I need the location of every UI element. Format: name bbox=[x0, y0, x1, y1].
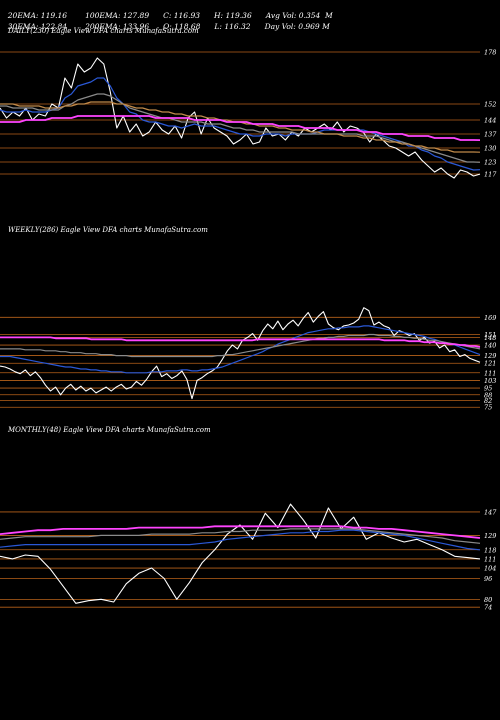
monthly-series-price bbox=[0, 503, 481, 604]
monthly-tick-label-4: 104 bbox=[484, 565, 496, 573]
monthly-tick-label-6: 80 bbox=[484, 596, 492, 604]
weekly-series-avg-mid bbox=[0, 333, 481, 358]
ema20-label: 20EMA: 119.16 bbox=[7, 11, 68, 20]
monthly-tick-label-7: 74 bbox=[484, 604, 492, 612]
daily-tick-label-2: 144 bbox=[484, 117, 496, 125]
monthly-series-avg-mid bbox=[0, 528, 481, 544]
weekly-tick-label-9: 88 bbox=[484, 391, 492, 399]
monthly-panel-title: MONTHLY(48) Eagle View DFA charts Munafa… bbox=[8, 426, 211, 434]
daily-tick-label-6: 117 bbox=[484, 171, 497, 179]
daily-tick-label-3: 137 bbox=[484, 131, 497, 139]
day-vol-label: Day Vol: 0.969 M bbox=[264, 22, 330, 31]
weekly-tick-label-7: 103 bbox=[484, 377, 496, 385]
daily-tick-label-0: 178 bbox=[484, 49, 496, 57]
monthly-series-avg-short bbox=[0, 529, 481, 551]
header-row-1: 20EMA: 119.16 100EMA: 127.89 C: 116.93 H: 1… bbox=[3, 2, 333, 20]
ema100-label: 100EMA: 127.89 bbox=[85, 11, 150, 20]
weekly-tick-label-11: 75 bbox=[484, 404, 492, 412]
high-label: H: 119.36 bbox=[214, 11, 252, 20]
weekly-tick-label-2: 148 bbox=[484, 334, 496, 342]
daily-tick-label-4: 130 bbox=[484, 145, 496, 153]
daily-series-ema-long bbox=[0, 101, 481, 153]
low-label: L: 116.32 bbox=[214, 22, 251, 31]
daily-panel-title: DAILY(230) Eagle View DFA charts MunafaS… bbox=[8, 27, 199, 35]
close-label: C: 116.93 bbox=[163, 11, 201, 20]
monthly-tick-label-5: 96 bbox=[484, 575, 492, 583]
weekly-tick-label-4: 129 bbox=[484, 352, 496, 360]
weekly-series-avg-long bbox=[0, 336, 481, 348]
monthly-tick-label-3: 111 bbox=[484, 555, 496, 563]
monthly-tick-label-0: 147 bbox=[484, 508, 497, 516]
weekly-tick-label-8: 95 bbox=[484, 385, 492, 393]
monthly-tick-label-1: 129 bbox=[484, 532, 496, 540]
daily-tick-label-1: 152 bbox=[484, 101, 496, 109]
weekly-tick-label-1: 151 bbox=[484, 331, 496, 339]
header-row-2: 30EMA: 122.84 200EMA: 133.96 O: 118.68 L: 1… bbox=[3, 13, 330, 31]
weekly-tick-label-10: 82 bbox=[484, 397, 492, 405]
weekly-panel-title: WEEKLY(286) Eagle View DFA charts Munafa… bbox=[8, 226, 208, 234]
weekly-tick-label-3: 140 bbox=[484, 342, 496, 350]
daily-series-ema-200 bbox=[0, 115, 481, 141]
monthly-series-avg-long bbox=[0, 525, 481, 539]
avg-vol-label: Avg Vol: 0.354 M bbox=[265, 11, 333, 20]
ema200-label: 200EMA: 133.96 bbox=[85, 22, 150, 31]
weekly-series-avg-short bbox=[0, 325, 481, 374]
weekly-tick-label-6: 111 bbox=[484, 369, 496, 377]
daily-series-ema-short bbox=[0, 77, 481, 171]
weekly-series-price bbox=[0, 307, 481, 400]
open-label: O: 118.68 bbox=[163, 22, 201, 31]
ema30-label: 30EMA: 122.84 bbox=[7, 22, 68, 31]
daily-series-price bbox=[0, 57, 481, 179]
monthly-tick-label-2: 118 bbox=[484, 546, 496, 554]
weekly-tick-label-5: 121 bbox=[484, 360, 496, 368]
daily-series-ema-mid bbox=[0, 93, 481, 163]
daily-tick-label-5: 123 bbox=[484, 159, 496, 167]
weekly-tick-label-0: 169 bbox=[484, 314, 496, 322]
